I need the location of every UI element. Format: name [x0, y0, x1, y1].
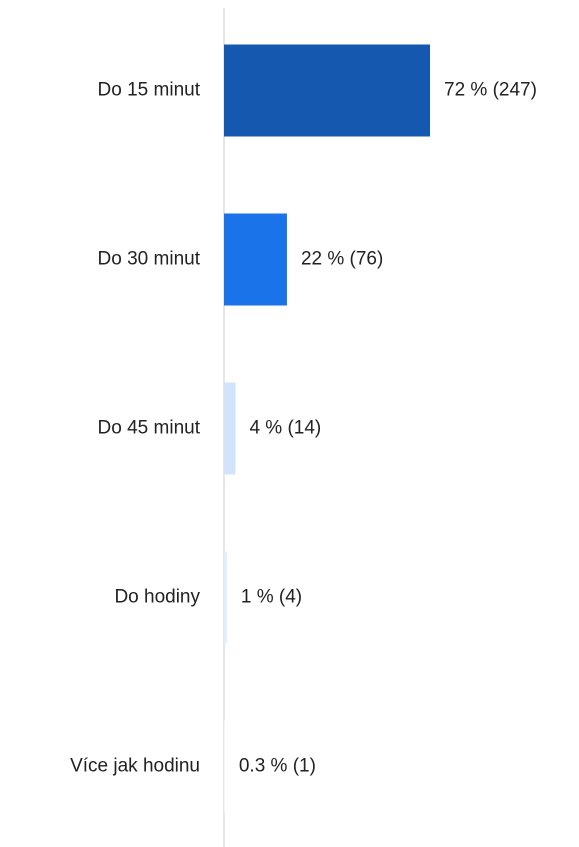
bar: [224, 213, 287, 306]
category-label: Do hodiny: [114, 587, 200, 608]
bar: [224, 44, 430, 137]
category-label: Do 15 minut: [98, 80, 201, 101]
value-label: 1 % (4): [241, 587, 302, 608]
bar: [224, 551, 227, 644]
bar: [224, 382, 236, 475]
value-label: 22 % (76): [301, 249, 383, 270]
category-label: Do 30 minut: [98, 249, 201, 270]
category-label: Více jak hodinu: [70, 756, 200, 777]
category-label: Do 45 minut: [98, 418, 201, 439]
value-label: 72 % (247): [444, 80, 537, 101]
bar: [224, 720, 225, 813]
value-label: 4 % (14): [249, 418, 321, 439]
value-label: 0.3 % (1): [239, 756, 316, 777]
